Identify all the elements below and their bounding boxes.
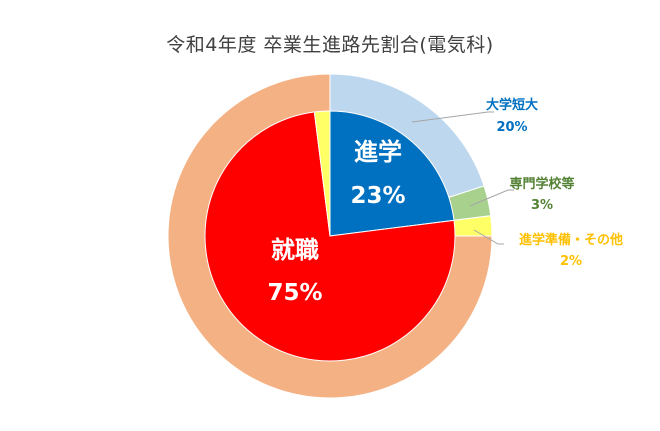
outer-label-2: 進学準備・その他 bbox=[519, 232, 623, 248]
leader-line-2 bbox=[473, 229, 504, 245]
outer-label-0: 大学短大 bbox=[486, 97, 538, 113]
inner-slice-remainder bbox=[313, 110, 331, 237]
leader-lines bbox=[411, 111, 514, 245]
outer-value-1: 3% bbox=[531, 198, 553, 213]
chart-labels: 進学 23% 就職 75% 大学短大 20% 専門学校等 3% 進学準備・その他 2% bbox=[267, 97, 623, 306]
outer-value-2: 2% bbox=[560, 254, 582, 269]
inner-value-1: 75% bbox=[267, 280, 322, 306]
inner-value-0: 23% bbox=[350, 183, 405, 209]
inner-slice-1 bbox=[204, 111, 456, 362]
inner-slice-0 bbox=[329, 110, 455, 237]
leader-line-1 bbox=[469, 189, 514, 207]
inner-pie bbox=[204, 110, 456, 362]
inner-label-0: 進学 bbox=[354, 138, 402, 166]
outer-value-0: 20% bbox=[496, 120, 527, 135]
inner-label-1: 就職 bbox=[271, 236, 319, 264]
leader-line-0 bbox=[411, 111, 494, 123]
chart-title: 令和4年度 卒業生進路先割合(電気科) bbox=[166, 34, 494, 56]
outer-label-1: 専門学校等 bbox=[509, 176, 574, 192]
